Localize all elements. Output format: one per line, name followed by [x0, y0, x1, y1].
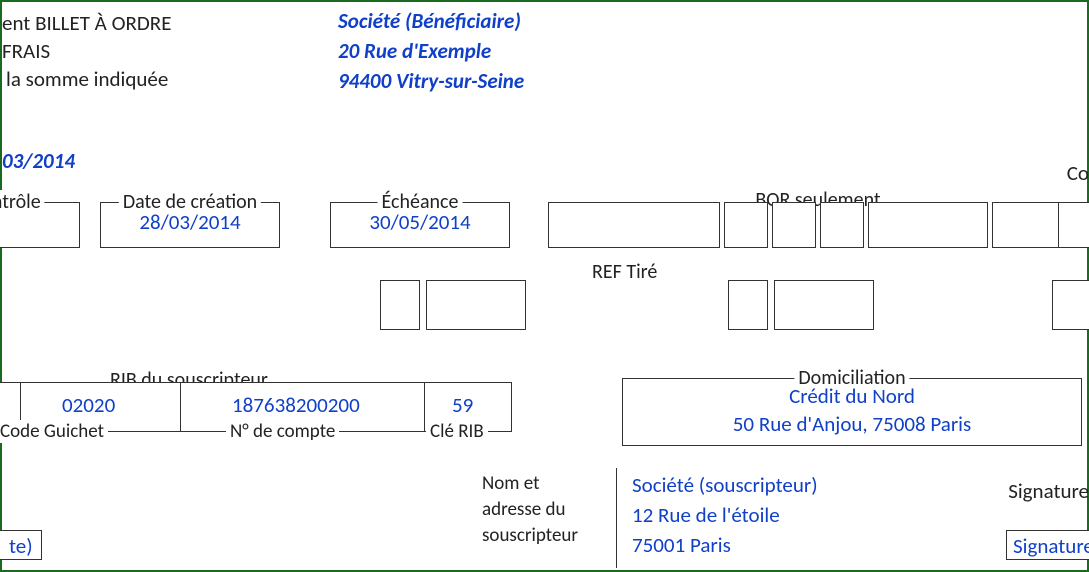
ref-tire-box-c[interactable] [1052, 280, 1089, 330]
intro-line-3: la somme indiquée [6, 66, 168, 92]
rib-compte-value: 187638200200 [232, 392, 360, 418]
rib-group: RIB du souscripteur 02020 187638200200 5… [0, 382, 532, 432]
bottom-left-field[interactable]: te) [0, 530, 42, 560]
domiciliation-bank: Crédit du Nord [623, 383, 1081, 409]
signature-value: Signature [1013, 533, 1089, 559]
bottom-left-value: te) [9, 533, 33, 559]
bor-box-4[interactable] [820, 202, 864, 248]
ref-tire-box-b1[interactable] [728, 280, 768, 330]
ref-tire-box-b2[interactable] [774, 280, 874, 330]
partial-co: Co [1067, 160, 1089, 186]
beneficiary-street: 20 Rue d'Exemple [338, 38, 491, 64]
ref-tire-box-a1[interactable] [380, 280, 420, 330]
rib-guichet-value: 02020 [62, 392, 115, 418]
controle-field[interactable]: ontrôle [0, 202, 80, 248]
intro-line-1: ent BILLET À ORDRE [2, 10, 171, 36]
date-top-partial: 03/2014 [2, 148, 75, 174]
intro-line-2: FRAIS [2, 38, 50, 64]
rib-compte-label: N° de compte [226, 420, 339, 443]
bor-box-5[interactable] [868, 202, 988, 248]
ref-tire-box-a2[interactable] [426, 280, 526, 330]
echeance-field[interactable]: Échéance 30/05/2014 [330, 202, 510, 248]
subscriber-label-1: Nom et [482, 472, 539, 495]
date-creation-value: 28/03/2014 [101, 209, 279, 235]
bor-row: BOR seulement [548, 202, 1088, 248]
domiciliation-field[interactable]: Domiciliation Crédit du Nord 50 Rue d'An… [622, 378, 1082, 446]
rib-cle-value: 59 [452, 392, 473, 418]
subscriber-label-3: souscripteur [482, 524, 578, 547]
controle-label: ontrôle [0, 190, 45, 214]
rib-guichet-label: Code Guichet [0, 420, 108, 443]
beneficiary-city: 94400 Vitry-sur-Seine [338, 68, 524, 94]
subscriber-name: Société (souscripteur) [632, 472, 818, 498]
beneficiary-name: Société (Bénéficiaire) [338, 8, 521, 34]
signature-field[interactable]: Signature [1006, 530, 1089, 560]
billet-a-ordre-form: { "header": { "l1": "ent BILLET À ORDRE"… [0, 0, 1089, 572]
bor-box-2[interactable] [724, 202, 768, 248]
partial-right-box[interactable] [1058, 202, 1089, 248]
bor-box-3[interactable] [772, 202, 816, 248]
subscriber-label-2: adresse du [482, 498, 566, 521]
rib-cle-label: Clé RIB [426, 420, 488, 443]
domiciliation-address: 50 Rue d'Anjou, 75008 Paris [623, 411, 1081, 437]
bor-label: BOR seulement [749, 188, 886, 212]
ref-tire-label: REF Tiré [586, 260, 663, 284]
subscriber-city: 75001 Paris [632, 532, 731, 558]
signature-label: Signature [1008, 478, 1089, 504]
echeance-value: 30/05/2014 [331, 209, 509, 235]
subscriber-street: 12 Rue de l'étoile [632, 502, 780, 528]
date-creation-field[interactable]: Date de création 28/03/2014 [100, 202, 280, 248]
bor-box-1[interactable] [548, 202, 720, 248]
